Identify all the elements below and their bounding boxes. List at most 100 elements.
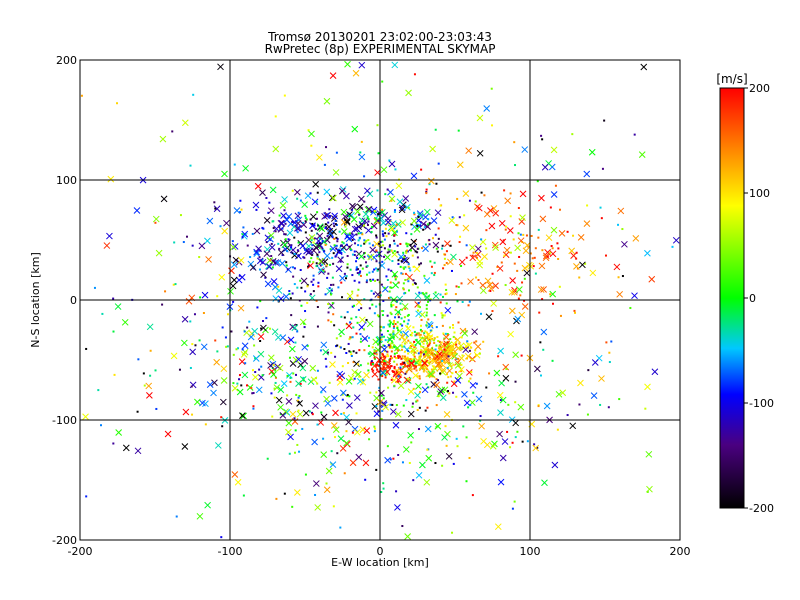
data-point bbox=[397, 355, 400, 358]
data-point bbox=[340, 208, 348, 216]
data-point bbox=[418, 334, 421, 337]
data-point bbox=[380, 418, 383, 421]
data-point bbox=[199, 399, 206, 407]
data-point bbox=[300, 221, 308, 229]
data-point bbox=[274, 369, 277, 372]
data-point bbox=[442, 267, 445, 270]
data-point bbox=[397, 329, 400, 332]
data-point bbox=[514, 436, 517, 439]
data-point bbox=[387, 323, 390, 326]
data-point bbox=[410, 223, 413, 226]
data-point bbox=[412, 353, 415, 356]
data-point bbox=[509, 446, 512, 449]
data-point bbox=[429, 351, 432, 354]
data-point bbox=[389, 333, 392, 336]
data-point bbox=[551, 359, 554, 362]
y-tick-label-1: -100 bbox=[52, 414, 77, 427]
data-point bbox=[404, 307, 407, 310]
data-point bbox=[331, 302, 334, 305]
data-point bbox=[453, 331, 456, 334]
data-point bbox=[389, 403, 392, 406]
data-point bbox=[536, 180, 539, 183]
data-point bbox=[356, 321, 359, 324]
data-point bbox=[422, 353, 425, 356]
data-point bbox=[414, 362, 417, 365]
data-point bbox=[437, 395, 440, 398]
data-point bbox=[359, 378, 367, 386]
data-point bbox=[265, 197, 268, 200]
data-point bbox=[522, 247, 530, 255]
data-point bbox=[389, 281, 392, 284]
data-point bbox=[388, 159, 391, 162]
data-point bbox=[312, 402, 319, 410]
data-point bbox=[228, 267, 235, 275]
data-point bbox=[361, 233, 364, 236]
data-point bbox=[462, 425, 465, 428]
data-point bbox=[435, 404, 438, 407]
data-point bbox=[267, 207, 275, 215]
data-point bbox=[312, 274, 315, 277]
data-point bbox=[323, 212, 330, 220]
data-point bbox=[198, 339, 201, 342]
data-point bbox=[232, 256, 240, 264]
data-point bbox=[277, 225, 285, 233]
chart-title: Tromsø 20130201 23:02:00-23:03:43 bbox=[267, 30, 492, 44]
x-tick-label-1: -100 bbox=[218, 545, 243, 558]
data-point bbox=[519, 190, 527, 198]
data-point bbox=[308, 234, 316, 241]
data-point bbox=[450, 253, 457, 261]
data-point bbox=[549, 293, 552, 296]
data-point bbox=[220, 536, 223, 539]
data-point bbox=[214, 207, 217, 210]
data-point bbox=[340, 281, 343, 284]
data-point bbox=[221, 425, 224, 428]
data-point bbox=[410, 368, 413, 371]
data-point bbox=[406, 356, 409, 359]
data-point bbox=[249, 256, 252, 259]
data-point bbox=[428, 222, 431, 225]
data-point bbox=[476, 149, 484, 157]
data-point bbox=[506, 227, 514, 234]
data-point bbox=[329, 72, 337, 79]
data-point bbox=[423, 360, 426, 363]
data-point bbox=[202, 312, 205, 315]
data-point bbox=[429, 361, 432, 364]
data-point bbox=[350, 317, 353, 320]
data-point bbox=[492, 209, 500, 217]
data-point bbox=[379, 329, 382, 332]
data-point bbox=[398, 206, 406, 214]
data-point bbox=[392, 304, 395, 307]
data-point bbox=[293, 253, 296, 256]
data-point bbox=[363, 200, 366, 203]
data-point bbox=[319, 264, 322, 267]
data-point bbox=[465, 147, 473, 155]
data-point bbox=[355, 268, 358, 271]
data-point bbox=[142, 372, 145, 375]
data-point bbox=[392, 281, 399, 289]
data-point bbox=[349, 350, 352, 353]
data-point bbox=[377, 364, 380, 367]
data-point bbox=[331, 212, 339, 220]
data-point bbox=[381, 375, 384, 378]
data-point bbox=[285, 398, 293, 405]
data-point bbox=[648, 275, 656, 283]
data-point bbox=[383, 350, 386, 353]
data-point bbox=[483, 441, 491, 449]
data-point bbox=[559, 389, 567, 397]
data-point bbox=[149, 349, 152, 352]
data-point bbox=[387, 296, 390, 299]
data-point bbox=[533, 256, 536, 259]
data-point bbox=[384, 361, 387, 364]
data-point bbox=[213, 201, 216, 204]
data-point bbox=[442, 332, 445, 335]
data-point bbox=[388, 360, 391, 363]
data-point bbox=[380, 346, 388, 353]
data-point bbox=[263, 250, 271, 258]
data-point bbox=[491, 124, 494, 127]
data-point bbox=[312, 283, 315, 286]
data-point bbox=[413, 340, 416, 343]
data-point bbox=[272, 220, 275, 223]
data-point bbox=[390, 249, 393, 252]
data-point bbox=[617, 276, 620, 279]
data-point bbox=[541, 298, 544, 301]
